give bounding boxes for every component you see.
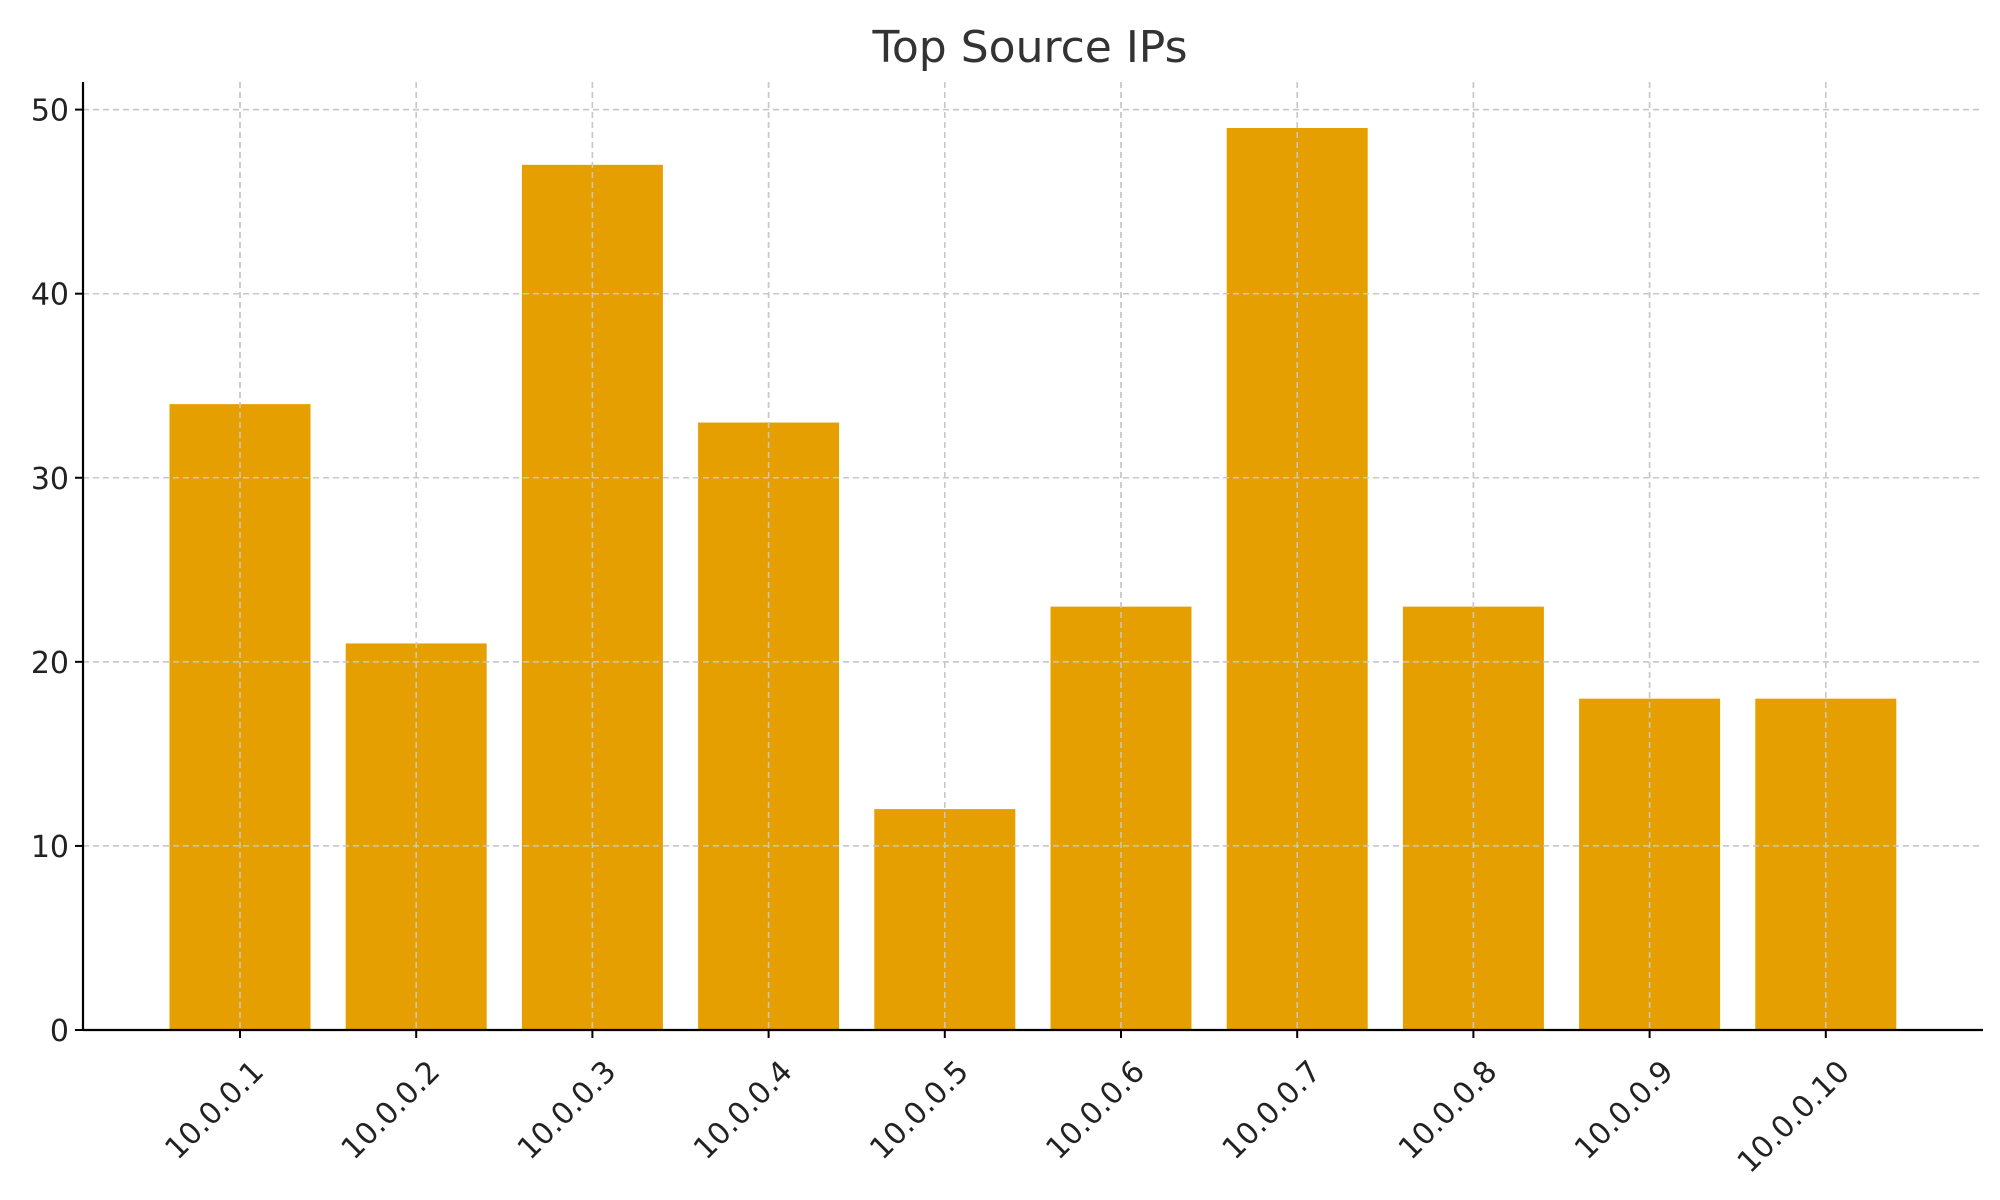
bar-10-0-0-7 bbox=[1226, 128, 1368, 1031]
x-tick-label: 10.0.0.3 bbox=[511, 1054, 623, 1166]
chart-title: Top Source IPs bbox=[871, 22, 1187, 73]
y-ticks-layer: 0 10 20 30 40 50 bbox=[31, 94, 83, 1049]
bars-layer bbox=[83, 82, 1983, 1031]
y-tick-label: 10 bbox=[31, 830, 69, 865]
y-tick-label: 0 bbox=[50, 1014, 69, 1049]
y-tick-label: 20 bbox=[31, 646, 69, 681]
x-tick-label: 10.0.0.5 bbox=[863, 1054, 975, 1166]
axes-layer bbox=[81, 82, 1983, 1032]
x-tick-label: 10.0.0.1 bbox=[158, 1054, 270, 1166]
y-tick-label: 30 bbox=[31, 462, 69, 497]
x-tick-label: 10.0.0.2 bbox=[335, 1054, 447, 1166]
x-tick-label: 10.0.0.8 bbox=[1392, 1054, 1504, 1166]
x-tick-label: 10.0.0.6 bbox=[1039, 1054, 1151, 1166]
x-tick-label: 10.0.0.4 bbox=[687, 1054, 799, 1166]
x-tick-label: 10.0.0.10 bbox=[1731, 1054, 1857, 1180]
x-tick-label: 10.0.0.9 bbox=[1568, 1054, 1680, 1166]
x-ticks-layer: 10.0.0.1 10.0.0.2 10.0.0.3 10.0.0.4 10.0.0.5… bbox=[158, 1030, 1857, 1180]
y-tick-label: 50 bbox=[31, 94, 69, 129]
y-tick-label: 40 bbox=[31, 278, 69, 313]
x-tick-label: 10.0.0.7 bbox=[1216, 1054, 1328, 1166]
